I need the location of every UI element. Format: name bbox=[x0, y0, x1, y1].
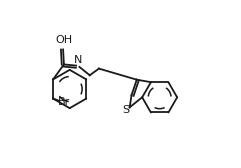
Text: OH: OH bbox=[55, 35, 73, 45]
Text: N: N bbox=[74, 55, 82, 65]
Text: S: S bbox=[122, 105, 130, 115]
Text: Br: Br bbox=[58, 97, 70, 107]
